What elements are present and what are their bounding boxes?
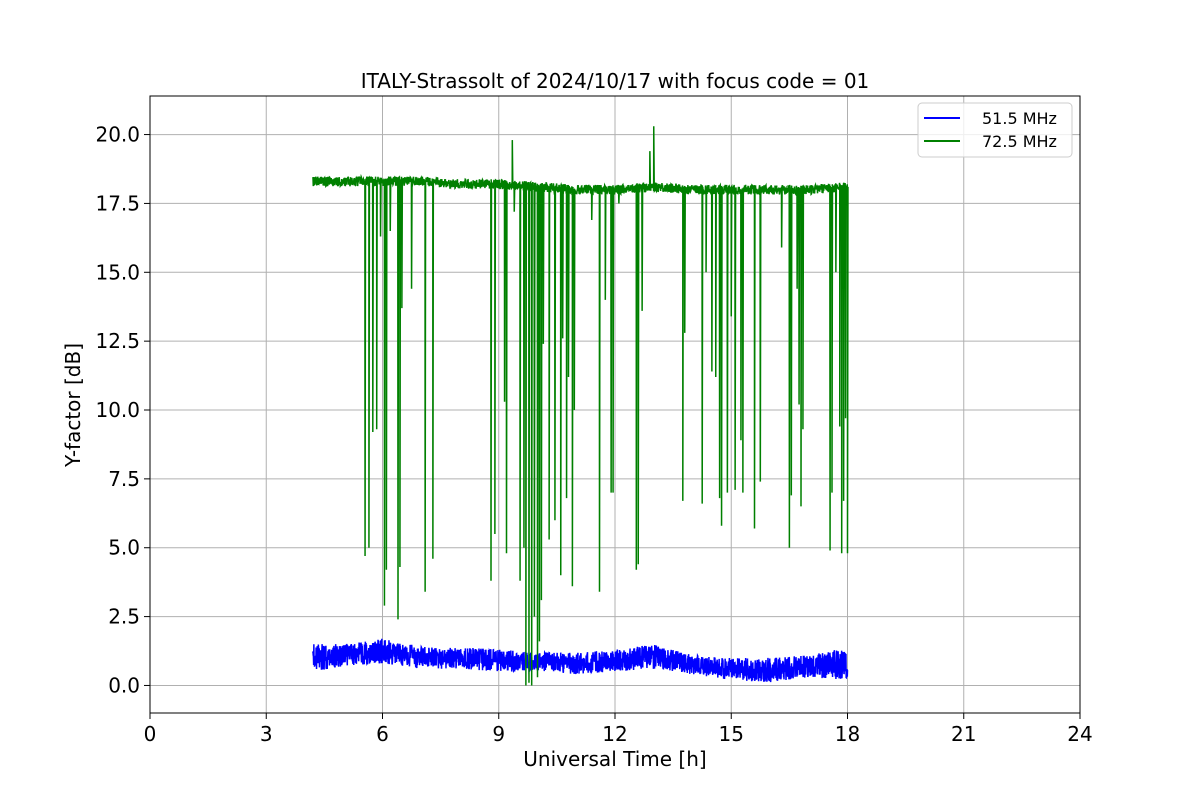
- series-layer: [312, 126, 849, 686]
- x-tick-label: 3: [260, 722, 273, 746]
- x-tick-label: 15: [719, 722, 744, 746]
- y-tick-label: 10.0: [95, 398, 140, 422]
- y-tick-label: 7.5: [108, 467, 140, 491]
- y-axis-ticks: 0.0 2.5 5.0 7.5 10.0 12.5 15.0 17.5 20.0: [95, 123, 150, 697]
- y-tick-label: 12.5: [95, 329, 140, 353]
- y-axis-label: Y-factor [dB]: [61, 343, 85, 468]
- y-tick-label: 17.5: [95, 191, 140, 215]
- y-tick-label: 2.5: [108, 605, 140, 629]
- series-line-51-5-mhz: [312, 638, 849, 683]
- y-tick-label: 15.0: [95, 260, 140, 284]
- x-tick-label: 18: [835, 722, 860, 746]
- legend-label-51-5-mhz: 51.5 MHz: [982, 109, 1057, 128]
- y-tick-label: 20.0: [95, 123, 140, 147]
- y-tick-label: 5.0: [108, 536, 140, 560]
- x-axis-ticks: 0 3 6 9 12 15 18 21 24: [144, 713, 1093, 746]
- x-tick-label: 21: [951, 722, 976, 746]
- x-tick-label: 0: [144, 722, 157, 746]
- x-axis-label: Universal Time [h]: [523, 747, 706, 771]
- legend-label-72-5-mhz: 72.5 MHz: [982, 132, 1057, 151]
- x-tick-label: 12: [602, 722, 627, 746]
- series-line-72-5-mhz: [312, 126, 849, 686]
- x-tick-label: 6: [376, 722, 389, 746]
- legend-box: [917, 102, 1073, 158]
- legend: 51.5 MHz 72.5 MHz: [917, 102, 1073, 158]
- x-tick-label: 9: [492, 722, 505, 746]
- chart-title: ITALY-Strassolt of 2024/10/17 with focus…: [361, 69, 870, 93]
- y-tick-label: 0.0: [108, 673, 140, 697]
- x-tick-label: 24: [1067, 722, 1092, 746]
